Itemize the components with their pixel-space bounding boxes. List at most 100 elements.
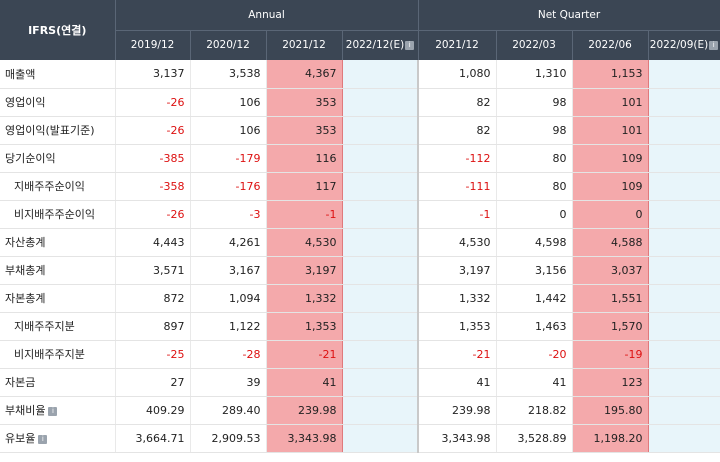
cell-annual-1: 106 <box>190 116 267 145</box>
cell-annual-2: 4,367 <box>265 60 343 89</box>
table-row: 유보율 i 3,664.71 2,909.53 3,343.98 3,343.98 3,52… <box>0 424 720 453</box>
cell-annual-3 <box>342 60 419 89</box>
period-quarter-2: 2022/06 <box>572 29 649 60</box>
cell-annual-3 <box>342 368 419 397</box>
table-row: 영업이익(발표기준) -26 106 353 82 98 101 <box>0 116 720 145</box>
cell-quarter-2: 1,198.20 <box>571 424 649 453</box>
cell-annual-2: 117 <box>265 172 343 201</box>
header-net-quarter: Net Quarter <box>418 0 720 30</box>
cell-quarter-2: 123 <box>571 368 649 397</box>
cell-quarter-0: 82 <box>418 88 497 117</box>
cell-annual-3 <box>342 116 419 145</box>
cell-annual-2: 41 <box>265 368 343 397</box>
cell-quarter-1: 3,528.89 <box>496 424 573 453</box>
row-label-text: 자산총계 <box>5 236 46 249</box>
cell-quarter-0: 3,197 <box>418 256 497 285</box>
cell-annual-0: -358 <box>115 172 191 201</box>
cell-quarter-0: 1,353 <box>418 312 497 341</box>
row-label-text: 자본금 <box>5 376 36 389</box>
cell-quarter-3 <box>648 60 720 89</box>
cell-quarter-1: 0 <box>496 200 573 229</box>
cell-quarter-3 <box>648 228 720 257</box>
row-label: 지배주주지분 <box>0 312 116 341</box>
row-label: 지배주주순이익 <box>0 172 116 201</box>
cell-annual-3 <box>342 172 419 201</box>
cell-annual-2: -1 <box>265 200 343 229</box>
row-label: 매출액 <box>0 60 116 89</box>
cell-quarter-3 <box>648 368 720 397</box>
cell-annual-3 <box>342 424 419 453</box>
cell-quarter-2: 101 <box>571 116 649 145</box>
cell-annual-0: -385 <box>115 144 191 173</box>
cell-annual-3 <box>342 144 419 173</box>
table-row: 지배주주지분 897 1,122 1,353 1,353 1,463 1,570 <box>0 312 720 341</box>
row-label: 비지배주주순이익 <box>0 200 116 229</box>
cell-quarter-0: -21 <box>418 340 497 369</box>
cell-quarter-3 <box>648 200 720 229</box>
cell-quarter-2: 195.80 <box>571 396 649 425</box>
table-row: 비지배주주지분 -25 -28 -21 -21 -20 -19 <box>0 340 720 369</box>
row-label: 유보율 i <box>0 424 116 453</box>
cell-quarter-0: -112 <box>418 144 497 173</box>
cell-annual-2: 1,353 <box>265 312 343 341</box>
row-label-text: 비지배주주순이익 <box>14 208 95 221</box>
cell-quarter-2: -19 <box>571 340 649 369</box>
table-row: 지배주주순이익 -358 -176 117 -111 80 109 <box>0 172 720 201</box>
row-label: 부채비율 i <box>0 396 116 425</box>
cell-quarter-3 <box>648 116 720 145</box>
row-label: 영업이익(발표기준) <box>0 116 116 145</box>
cell-quarter-0: -1 <box>418 200 497 229</box>
cell-quarter-0: -111 <box>418 172 497 201</box>
row-label-text: 비지배주주지분 <box>14 348 85 361</box>
cell-quarter-3 <box>648 144 720 173</box>
cell-quarter-1: -20 <box>496 340 573 369</box>
period-annual-1: 2020/12 <box>190 29 267 60</box>
cell-annual-0: 3,664.71 <box>115 424 191 453</box>
cell-quarter-2: 1,551 <box>571 284 649 313</box>
cell-annual-3 <box>342 396 419 425</box>
row-label-text: 부채총계 <box>5 264 46 277</box>
header-corner: IFRS(연결) <box>0 0 116 60</box>
cell-quarter-3 <box>648 340 720 369</box>
period-quarter-1: 2022/03 <box>496 29 573 60</box>
cell-quarter-3 <box>648 88 720 117</box>
cell-annual-1: -179 <box>190 144 267 173</box>
cell-quarter-1: 98 <box>496 116 573 145</box>
table-row: 부채총계 3,571 3,167 3,197 3,197 3,156 3,037 <box>0 256 720 285</box>
cell-annual-2: -21 <box>265 340 343 369</box>
cell-quarter-2: 109 <box>571 144 649 173</box>
cell-quarter-1: 80 <box>496 172 573 201</box>
cell-quarter-2: 109 <box>571 172 649 201</box>
row-label-text: 지배주주순이익 <box>14 180 85 193</box>
table-row: 자본총계 872 1,094 1,332 1,332 1,442 1,551 <box>0 284 720 313</box>
info-icon[interactable]: i <box>405 40 415 50</box>
info-icon[interactable]: i <box>38 434 48 444</box>
cell-quarter-2: 1,570 <box>571 312 649 341</box>
cell-quarter-1: 4,598 <box>496 228 573 257</box>
cell-annual-3 <box>342 312 419 341</box>
cell-annual-0: 409.29 <box>115 396 191 425</box>
period-annual-3-label: 2022/12(E) <box>345 39 405 52</box>
header-annual: Annual <box>115 0 419 30</box>
cell-annual-1: 1,122 <box>190 312 267 341</box>
cell-quarter-1: 218.82 <box>496 396 573 425</box>
info-icon[interactable]: i <box>48 406 58 416</box>
cell-quarter-0: 3,343.98 <box>418 424 497 453</box>
row-label-text: 유보율 <box>5 432 36 445</box>
cell-annual-2: 3,197 <box>265 256 343 285</box>
cell-quarter-3 <box>648 256 720 285</box>
info-icon[interactable]: i <box>709 40 719 50</box>
cell-annual-2: 353 <box>265 116 343 145</box>
cell-quarter-0: 4,530 <box>418 228 497 257</box>
cell-annual-0: -26 <box>115 88 191 117</box>
cell-quarter-1: 1,310 <box>496 60 573 89</box>
table-row: 부채비율 i 409.29 289.40 239.98 239.98 218.82 195.8… <box>0 396 720 425</box>
row-label-text: 지배주주지분 <box>14 320 75 333</box>
table-row: 자산총계 4,443 4,261 4,530 4,530 4,598 4,588 <box>0 228 720 257</box>
cell-annual-1: 4,261 <box>190 228 267 257</box>
cell-annual-2: 353 <box>265 88 343 117</box>
cell-annual-3 <box>342 228 419 257</box>
row-label: 자본총계 <box>0 284 116 313</box>
cell-quarter-3 <box>648 396 720 425</box>
